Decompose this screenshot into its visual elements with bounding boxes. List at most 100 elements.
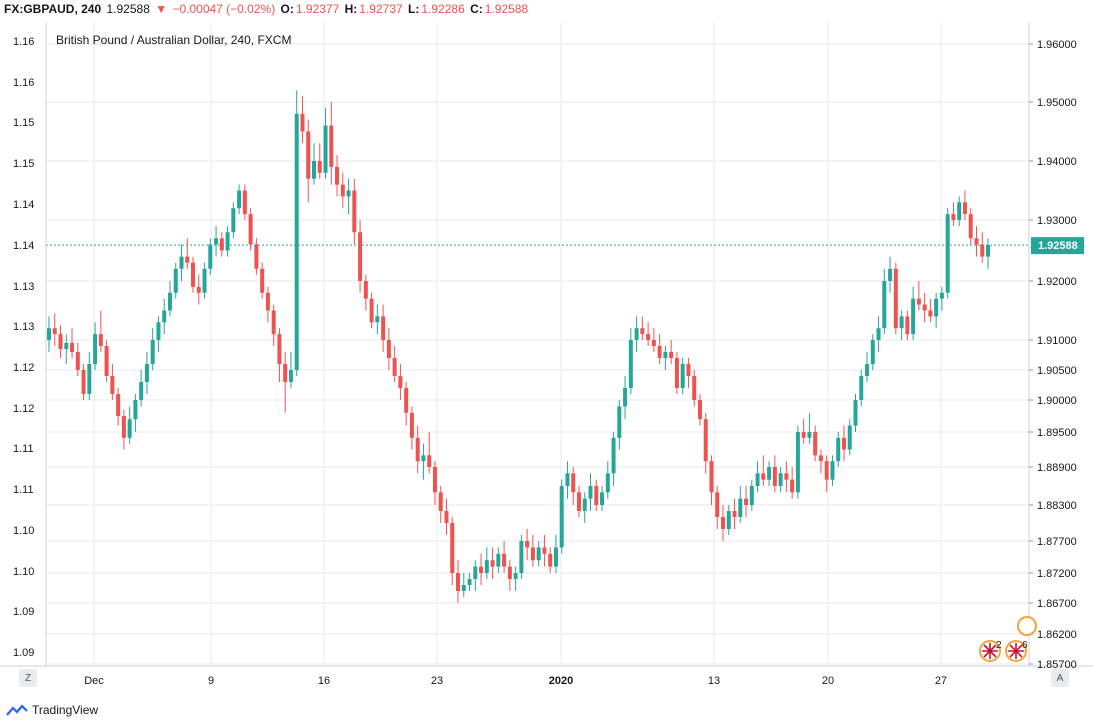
candle[interactable]	[398, 364, 403, 400]
candle[interactable]	[294, 90, 299, 376]
candle[interactable]	[749, 479, 754, 511]
candle[interactable]	[968, 208, 973, 245]
candle[interactable]	[116, 388, 121, 426]
candle[interactable]	[352, 178, 357, 245]
candle[interactable]	[64, 334, 69, 364]
candle[interactable]	[196, 274, 201, 305]
candle[interactable]	[358, 220, 363, 293]
candle[interactable]	[790, 467, 795, 499]
candle[interactable]	[363, 274, 368, 311]
candle[interactable]	[242, 184, 247, 220]
candle[interactable]	[692, 370, 697, 407]
candle[interactable]	[726, 505, 731, 535]
candle[interactable]	[283, 352, 288, 413]
candle[interactable]	[231, 202, 236, 239]
candle[interactable]	[876, 316, 881, 352]
candle[interactable]	[392, 346, 397, 382]
brand-label[interactable]: TradingView	[32, 703, 99, 717]
candle[interactable]	[922, 292, 927, 323]
symbol-label[interactable]: FX:GBPAUD, 240	[4, 2, 102, 16]
candle[interactable]	[58, 325, 63, 358]
candle[interactable]	[237, 184, 242, 215]
candle[interactable]	[795, 425, 800, 499]
candle[interactable]	[548, 547, 553, 573]
candle[interactable]	[888, 256, 893, 293]
candle[interactable]	[859, 370, 864, 407]
candle[interactable]	[208, 238, 213, 275]
candles[interactable]	[47, 90, 990, 603]
candle[interactable]	[530, 535, 535, 567]
candle[interactable]	[951, 202, 956, 227]
candle[interactable]	[628, 328, 633, 394]
candle[interactable]	[605, 461, 610, 499]
event-icons[interactable]: 2 6	[979, 616, 1037, 662]
candle[interactable]	[778, 467, 783, 493]
candle[interactable]	[191, 256, 196, 293]
candle[interactable]	[386, 328, 391, 370]
candle[interactable]	[680, 358, 685, 394]
candle[interactable]	[657, 334, 662, 364]
candle[interactable]	[715, 486, 720, 529]
candle[interactable]	[507, 560, 512, 591]
candle[interactable]	[611, 432, 616, 486]
candle[interactable]	[772, 455, 777, 493]
candle[interactable]	[536, 541, 541, 567]
candle[interactable]	[974, 226, 979, 257]
candle[interactable]	[104, 340, 109, 382]
candle[interactable]	[52, 313, 57, 346]
candle[interactable]	[674, 352, 679, 394]
candle[interactable]	[484, 547, 489, 579]
candle[interactable]	[381, 304, 386, 352]
candle[interactable]	[271, 304, 276, 346]
candle[interactable]	[841, 425, 846, 462]
candle[interactable]	[144, 352, 149, 394]
left-price-axis[interactable]: 1.16 1.16 1.15 1.15 1.14 1.14 1.13 1.13 1.12 1.12…	[13, 36, 34, 659]
candle[interactable]	[824, 455, 829, 493]
candle[interactable]	[767, 461, 772, 486]
candle[interactable]	[957, 196, 962, 227]
candle[interactable]	[640, 316, 645, 340]
candle[interactable]	[986, 238, 990, 269]
zoom-button[interactable]: Z	[19, 669, 37, 687]
candle[interactable]	[162, 298, 167, 335]
candle[interactable]	[219, 232, 224, 257]
candle[interactable]	[438, 486, 443, 523]
candle[interactable]	[945, 208, 950, 299]
candle[interactable]	[47, 316, 51, 352]
candle[interactable]	[519, 535, 524, 579]
candle[interactable]	[409, 406, 414, 450]
candle[interactable]	[421, 443, 426, 480]
candle[interactable]	[744, 486, 749, 517]
candle[interactable]	[934, 292, 939, 329]
candle[interactable]	[473, 560, 478, 591]
candle[interactable]	[179, 244, 184, 281]
candle[interactable]	[340, 172, 345, 209]
candle[interactable]	[265, 286, 270, 323]
candle[interactable]	[214, 226, 219, 257]
candle[interactable]	[81, 364, 86, 400]
candle[interactable]	[444, 498, 449, 535]
candle[interactable]	[542, 535, 547, 567]
candle[interactable]	[939, 286, 944, 311]
candle[interactable]	[865, 352, 870, 382]
time-axis[interactable]: Dec 9 16 23 2020 13 20 27	[84, 675, 947, 687]
candle[interactable]	[818, 449, 823, 474]
candle[interactable]	[456, 560, 461, 603]
candle[interactable]	[277, 328, 282, 382]
candle[interactable]	[225, 226, 230, 257]
candle[interactable]	[646, 322, 651, 346]
candle[interactable]	[882, 268, 887, 335]
candle[interactable]	[623, 376, 628, 420]
candle[interactable]	[553, 535, 558, 573]
candle[interactable]	[686, 358, 691, 388]
candle[interactable]	[928, 298, 933, 323]
candle[interactable]	[335, 155, 340, 197]
auto-scale-button[interactable]: A	[1051, 669, 1069, 687]
candle[interactable]	[565, 461, 570, 499]
candle[interactable]	[721, 505, 726, 541]
candle[interactable]	[93, 322, 98, 370]
candle[interactable]	[375, 304, 380, 335]
candle[interactable]	[513, 566, 518, 591]
candle[interactable]	[415, 425, 420, 474]
candle[interactable]	[150, 328, 155, 370]
